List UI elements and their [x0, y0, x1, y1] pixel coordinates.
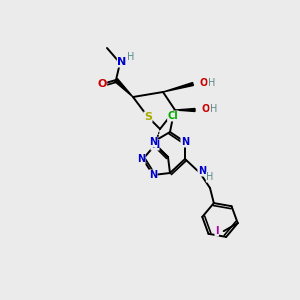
Text: S: S	[144, 112, 152, 122]
Text: N: N	[149, 170, 157, 180]
Text: H: H	[206, 172, 214, 182]
Text: N: N	[117, 57, 127, 67]
Text: Cl: Cl	[168, 111, 178, 121]
Text: H: H	[210, 104, 218, 114]
Text: N: N	[149, 137, 157, 147]
Text: N: N	[181, 137, 189, 147]
Text: I: I	[215, 226, 218, 236]
Polygon shape	[175, 109, 195, 112]
Text: N: N	[137, 154, 145, 164]
Polygon shape	[115, 79, 133, 97]
Text: OH: OH	[202, 104, 218, 114]
Text: H: H	[208, 78, 215, 88]
Text: O: O	[97, 79, 107, 89]
Text: N: N	[151, 140, 159, 150]
Text: H: H	[127, 52, 135, 62]
Text: N: N	[198, 166, 206, 176]
Text: OH: OH	[200, 78, 216, 88]
Polygon shape	[163, 82, 194, 92]
